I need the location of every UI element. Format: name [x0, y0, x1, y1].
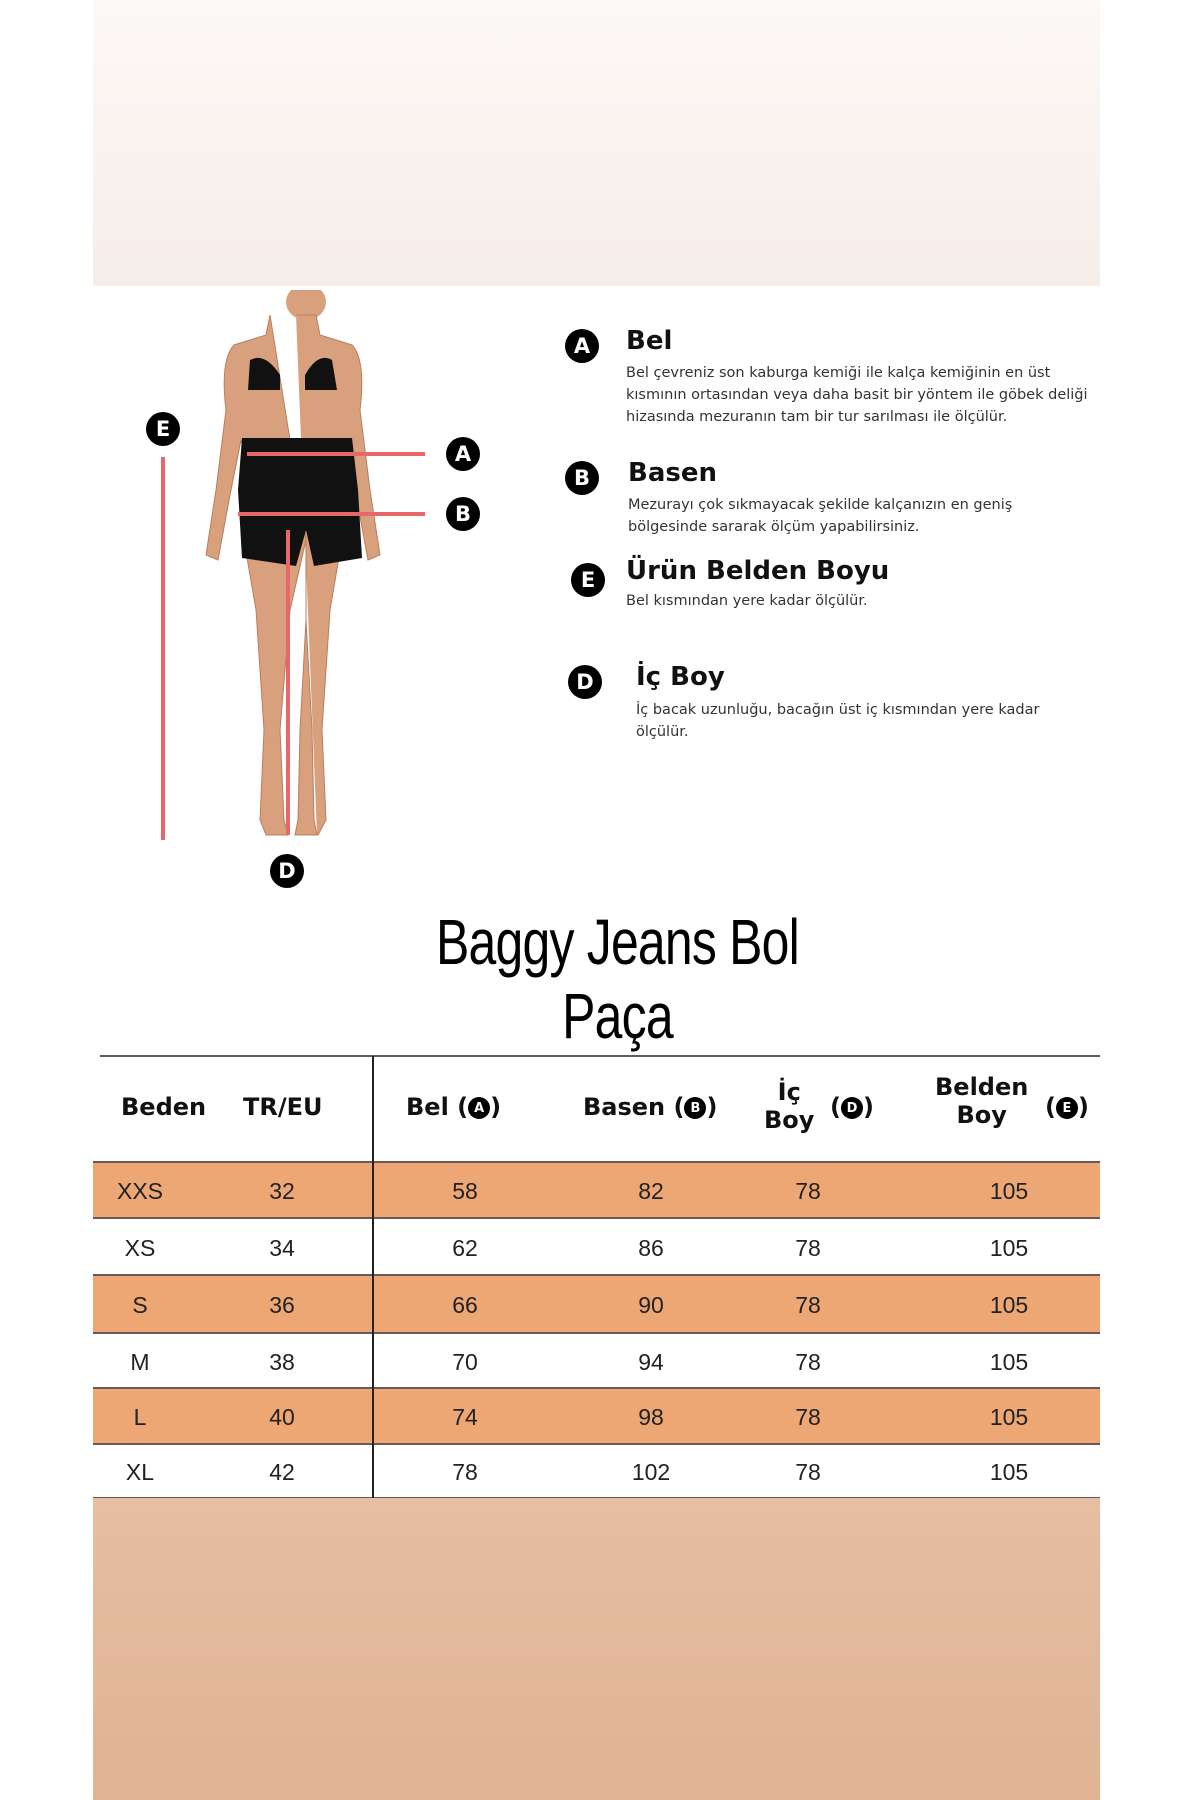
guide-text: Bel çevreniz son kaburga kemiği ile kalç… [626, 365, 1088, 425]
cell-bel: 62 [452, 1234, 478, 1261]
cell-ic-boy: 78 [795, 1234, 821, 1261]
cell-ic-boy: 78 [795, 1178, 821, 1204]
cell-basen: 82 [638, 1178, 664, 1204]
header-bel: Bel (A) [406, 1093, 502, 1121]
cell-ic-boy: 78 [795, 1292, 821, 1318]
cell-beden: S [132, 1292, 148, 1318]
cell-ic-boy: 78 [795, 1404, 821, 1430]
header-ic-badge: (D) [830, 1093, 874, 1121]
guide-text: Bel kısmından yere kadar ölçülür. [626, 593, 868, 609]
header-belden-boy: Belden Boy [935, 1073, 1029, 1129]
cell-bel: 78 [452, 1459, 478, 1485]
badge-icon: B [565, 461, 599, 495]
badge-e-icon: E [146, 412, 180, 446]
cell-treu: 36 [269, 1292, 295, 1318]
header-basen: Basen (B) [583, 1093, 718, 1121]
row-divider [93, 1387, 1100, 1389]
cell-basen: 102 [631, 1459, 671, 1485]
cell-ic-boy: 78 [795, 1459, 821, 1485]
row-divider [93, 1217, 1100, 1219]
cell-beden: XL [125, 1459, 155, 1485]
header-treu: TR/EU [243, 1093, 323, 1121]
cell-bel: 58 [452, 1178, 478, 1204]
badge-icon: D [568, 665, 602, 699]
cell-treu: 38 [269, 1348, 295, 1375]
body-measurement-figure [161, 290, 425, 840]
table-row: M 38 70 94 78 105 [93, 1333, 1100, 1388]
cell-treu: 34 [269, 1234, 295, 1261]
table-top-border [100, 1055, 1100, 1057]
table-row: XS 34 62 86 78 105 [93, 1218, 1100, 1275]
cell-beden: XS [124, 1234, 156, 1261]
product-title: Baggy Jeans Bol Paça [436, 906, 800, 1052]
badge-icon: E [571, 563, 605, 597]
guide-text: Mezurayı çok sıkmayacak şekilde kalçanız… [628, 497, 1013, 535]
badge-d-icon: D [840, 1097, 863, 1119]
row-divider [93, 1443, 1100, 1445]
row-divider [93, 1332, 1100, 1334]
badge-b-icon: B [684, 1097, 707, 1119]
cell-basen: 98 [638, 1404, 664, 1430]
cell-basen: 94 [638, 1348, 664, 1375]
row-divider [93, 1274, 1100, 1276]
badge-a-icon: A [446, 437, 480, 471]
table-row: XL 42 78 102 78 105 [93, 1444, 1100, 1498]
cell-belden-boy: 105 [989, 1348, 1029, 1375]
cell-belden-boy: 105 [989, 1178, 1029, 1204]
table-row: S 36 66 90 78 105 [93, 1275, 1100, 1333]
row-divider [93, 1161, 1100, 1163]
table-row: L 40 74 98 78 105 [93, 1388, 1100, 1444]
badge-d-icon: D [270, 854, 304, 888]
guide-title: Basen [628, 458, 717, 488]
cell-bel: 66 [452, 1292, 478, 1318]
top-banner [93, 0, 1100, 286]
badge-e-icon: E [1055, 1097, 1078, 1119]
cell-bel: 70 [452, 1348, 478, 1375]
cell-belden-boy: 105 [989, 1234, 1029, 1261]
cell-basen: 90 [638, 1292, 664, 1318]
cell-ic-boy: 78 [795, 1348, 821, 1375]
bottom-banner [93, 1498, 1100, 1800]
cell-beden: XXS [116, 1178, 164, 1204]
body-silhouette [205, 290, 381, 836]
badge-a-icon: A [468, 1097, 491, 1119]
guide-title: Bel [626, 326, 673, 356]
cell-belden-boy: 105 [989, 1459, 1029, 1485]
header-beden: Beden [121, 1093, 207, 1121]
cell-bel: 74 [452, 1404, 478, 1430]
cell-treu: 42 [269, 1459, 295, 1485]
badge-icon: A [565, 329, 599, 363]
guide-title: Ürün Belden Boyu [626, 556, 890, 586]
cell-belden-boy: 105 [989, 1404, 1029, 1430]
guide-title: İç Boy [636, 662, 725, 692]
cell-belden-boy: 105 [989, 1292, 1029, 1318]
badge-b-icon: B [446, 497, 480, 531]
header-ic-boy: İç Boy [764, 1078, 815, 1134]
cell-beden: L [133, 1404, 147, 1430]
cell-treu: 40 [269, 1404, 295, 1430]
header-belden-badge: (E) [1045, 1093, 1089, 1121]
table-row: XXS 32 58 82 78 105 [93, 1162, 1100, 1218]
cell-treu: 32 [269, 1178, 295, 1204]
cell-basen: 86 [638, 1234, 664, 1261]
guide-text: İç bacak uzunluğu, bacağın üst iç kısmın… [636, 702, 1040, 740]
cell-beden: M [130, 1348, 150, 1375]
table-column-divider [372, 1056, 374, 1508]
